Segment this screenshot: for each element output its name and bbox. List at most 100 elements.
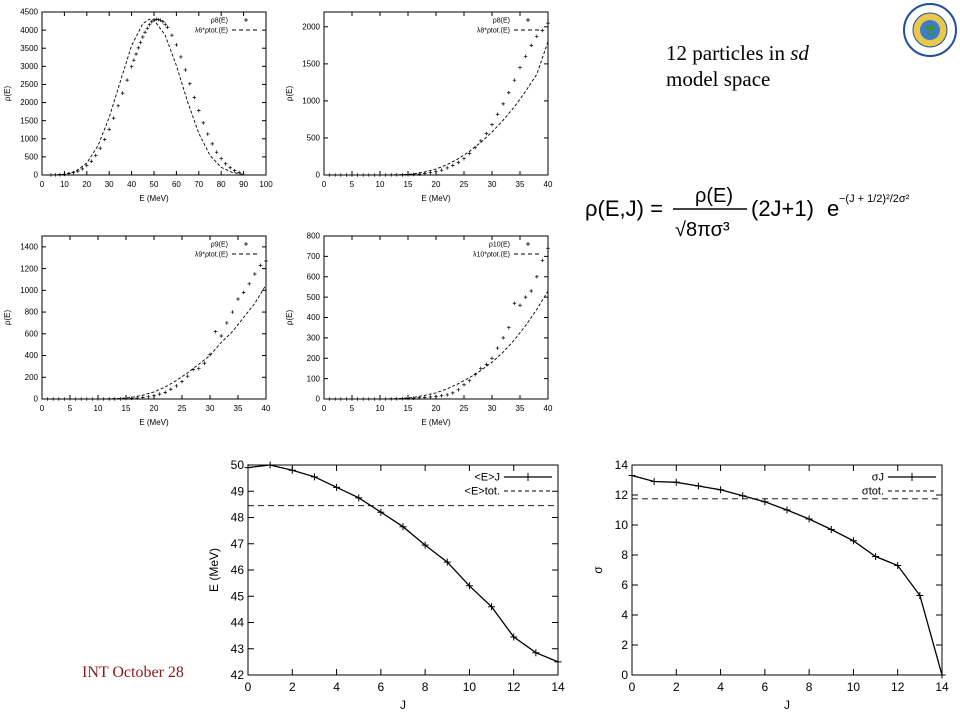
x-axis-label: E (MeV) (421, 194, 451, 203)
x-axis-label: E (MeV) (421, 418, 451, 427)
caption-line-1: 12 particles in sd (666, 40, 809, 66)
x-tick-label: 10 (60, 180, 69, 189)
x-tick-label: 15 (404, 404, 413, 413)
y-tick-label: 4500 (20, 8, 38, 17)
data-point (540, 28, 545, 33)
data-point (258, 263, 263, 268)
data-point (264, 259, 268, 263)
x-tick-label: 30 (206, 404, 215, 413)
x-tick-label: 0 (40, 404, 45, 413)
legend-label: <E>tot. (465, 486, 500, 498)
plot-frame (323, 235, 549, 400)
y-tick-label: 43 (231, 642, 245, 656)
data-point (512, 301, 517, 306)
data-point (355, 494, 363, 502)
data-point (462, 156, 466, 161)
chart-3: 0 5 10 15 20 25 30 35 40020040060080010001200140… (3, 235, 271, 427)
data-point (411, 172, 416, 177)
x-tick-label: 2 (673, 680, 680, 694)
data-point (456, 160, 461, 165)
data-point (501, 336, 505, 340)
data-point (479, 366, 483, 371)
y-tick-label: 10 (615, 518, 629, 532)
formula-exponential: e (827, 196, 839, 221)
data-point (540, 258, 545, 263)
caption-ital: sd (790, 41, 809, 65)
data-point (174, 43, 179, 47)
legend-point-marker (244, 18, 248, 22)
x-tick-label: 60 (172, 180, 181, 189)
data-point (228, 165, 232, 170)
data-point (717, 486, 725, 494)
legend-label: ρ8(E) (211, 17, 228, 24)
y-tick-label: 1000 (20, 286, 38, 295)
plot-frame (247, 464, 559, 676)
y-tick-label: 2 (621, 638, 628, 652)
data-point (377, 508, 385, 516)
data-point (529, 43, 533, 48)
y-tick-label: 800 (307, 232, 321, 241)
legend-label: σtot. (862, 486, 884, 498)
y-tick-label: 600 (307, 272, 321, 281)
data-point (179, 55, 183, 59)
data-point (428, 170, 433, 175)
data-point (507, 90, 511, 95)
x-tick-label: 35 (516, 404, 525, 413)
x-tick-label: 8 (422, 680, 429, 694)
data-point (694, 482, 702, 490)
x-tick-label: 15 (122, 404, 131, 413)
data-point (174, 384, 179, 388)
data-point (462, 382, 466, 387)
data-point (628, 472, 636, 479)
y-tick-label: 6 (621, 578, 628, 592)
data-point (518, 65, 522, 70)
x-tick-label: 25 (178, 404, 187, 413)
data-point (739, 492, 747, 500)
data-point (201, 121, 206, 125)
x-tick-label: 10 (94, 404, 103, 413)
data-point (501, 102, 505, 106)
data-point (512, 78, 517, 82)
x-tick-label: 4 (717, 680, 724, 694)
data-point (143, 30, 147, 35)
legend-label: <E>J (474, 472, 500, 484)
data-point (484, 131, 489, 136)
data-point (916, 592, 924, 599)
caption-prefix: 12 particles in (666, 41, 791, 65)
y-tick-label: 4000 (20, 26, 38, 35)
x-tick-label: 10 (847, 680, 861, 694)
nsf-seal-icon (903, 3, 957, 57)
data-point (197, 108, 201, 113)
data-point (938, 671, 946, 679)
x-tick-label: 20 (432, 404, 441, 413)
y-tick-label: 45 (231, 589, 245, 603)
data-point (672, 478, 680, 486)
data-point (214, 150, 219, 154)
y-axis-label: ρ(E) (285, 310, 294, 326)
x-tick-label: 14 (551, 680, 565, 694)
y-tick-label: 12 (615, 488, 629, 502)
y-tick-label: 46 (231, 563, 245, 577)
data-point (523, 54, 528, 59)
legend-label: ρ9(E) (211, 241, 228, 248)
x-tick-label: 25 (460, 180, 469, 189)
caption: 12 particles in sd model space (666, 40, 809, 92)
data-point (183, 68, 188, 72)
data-point (523, 295, 528, 299)
data-point (141, 395, 145, 400)
y-axis-label: σ (591, 566, 605, 574)
data-point (445, 166, 449, 170)
data-point (192, 95, 197, 100)
y-tick-label: 3000 (20, 62, 38, 71)
data-point (219, 334, 223, 338)
data-point (145, 26, 150, 31)
data-point (399, 523, 407, 531)
legend-label: σJ (872, 472, 884, 484)
y-tick-label: 500 (25, 153, 39, 162)
dashed-series-line (41, 18, 244, 176)
x-tick-label: 0 (40, 180, 45, 189)
data-point (467, 378, 472, 383)
y-tick-label: 400 (307, 313, 321, 322)
data-point (510, 633, 518, 641)
